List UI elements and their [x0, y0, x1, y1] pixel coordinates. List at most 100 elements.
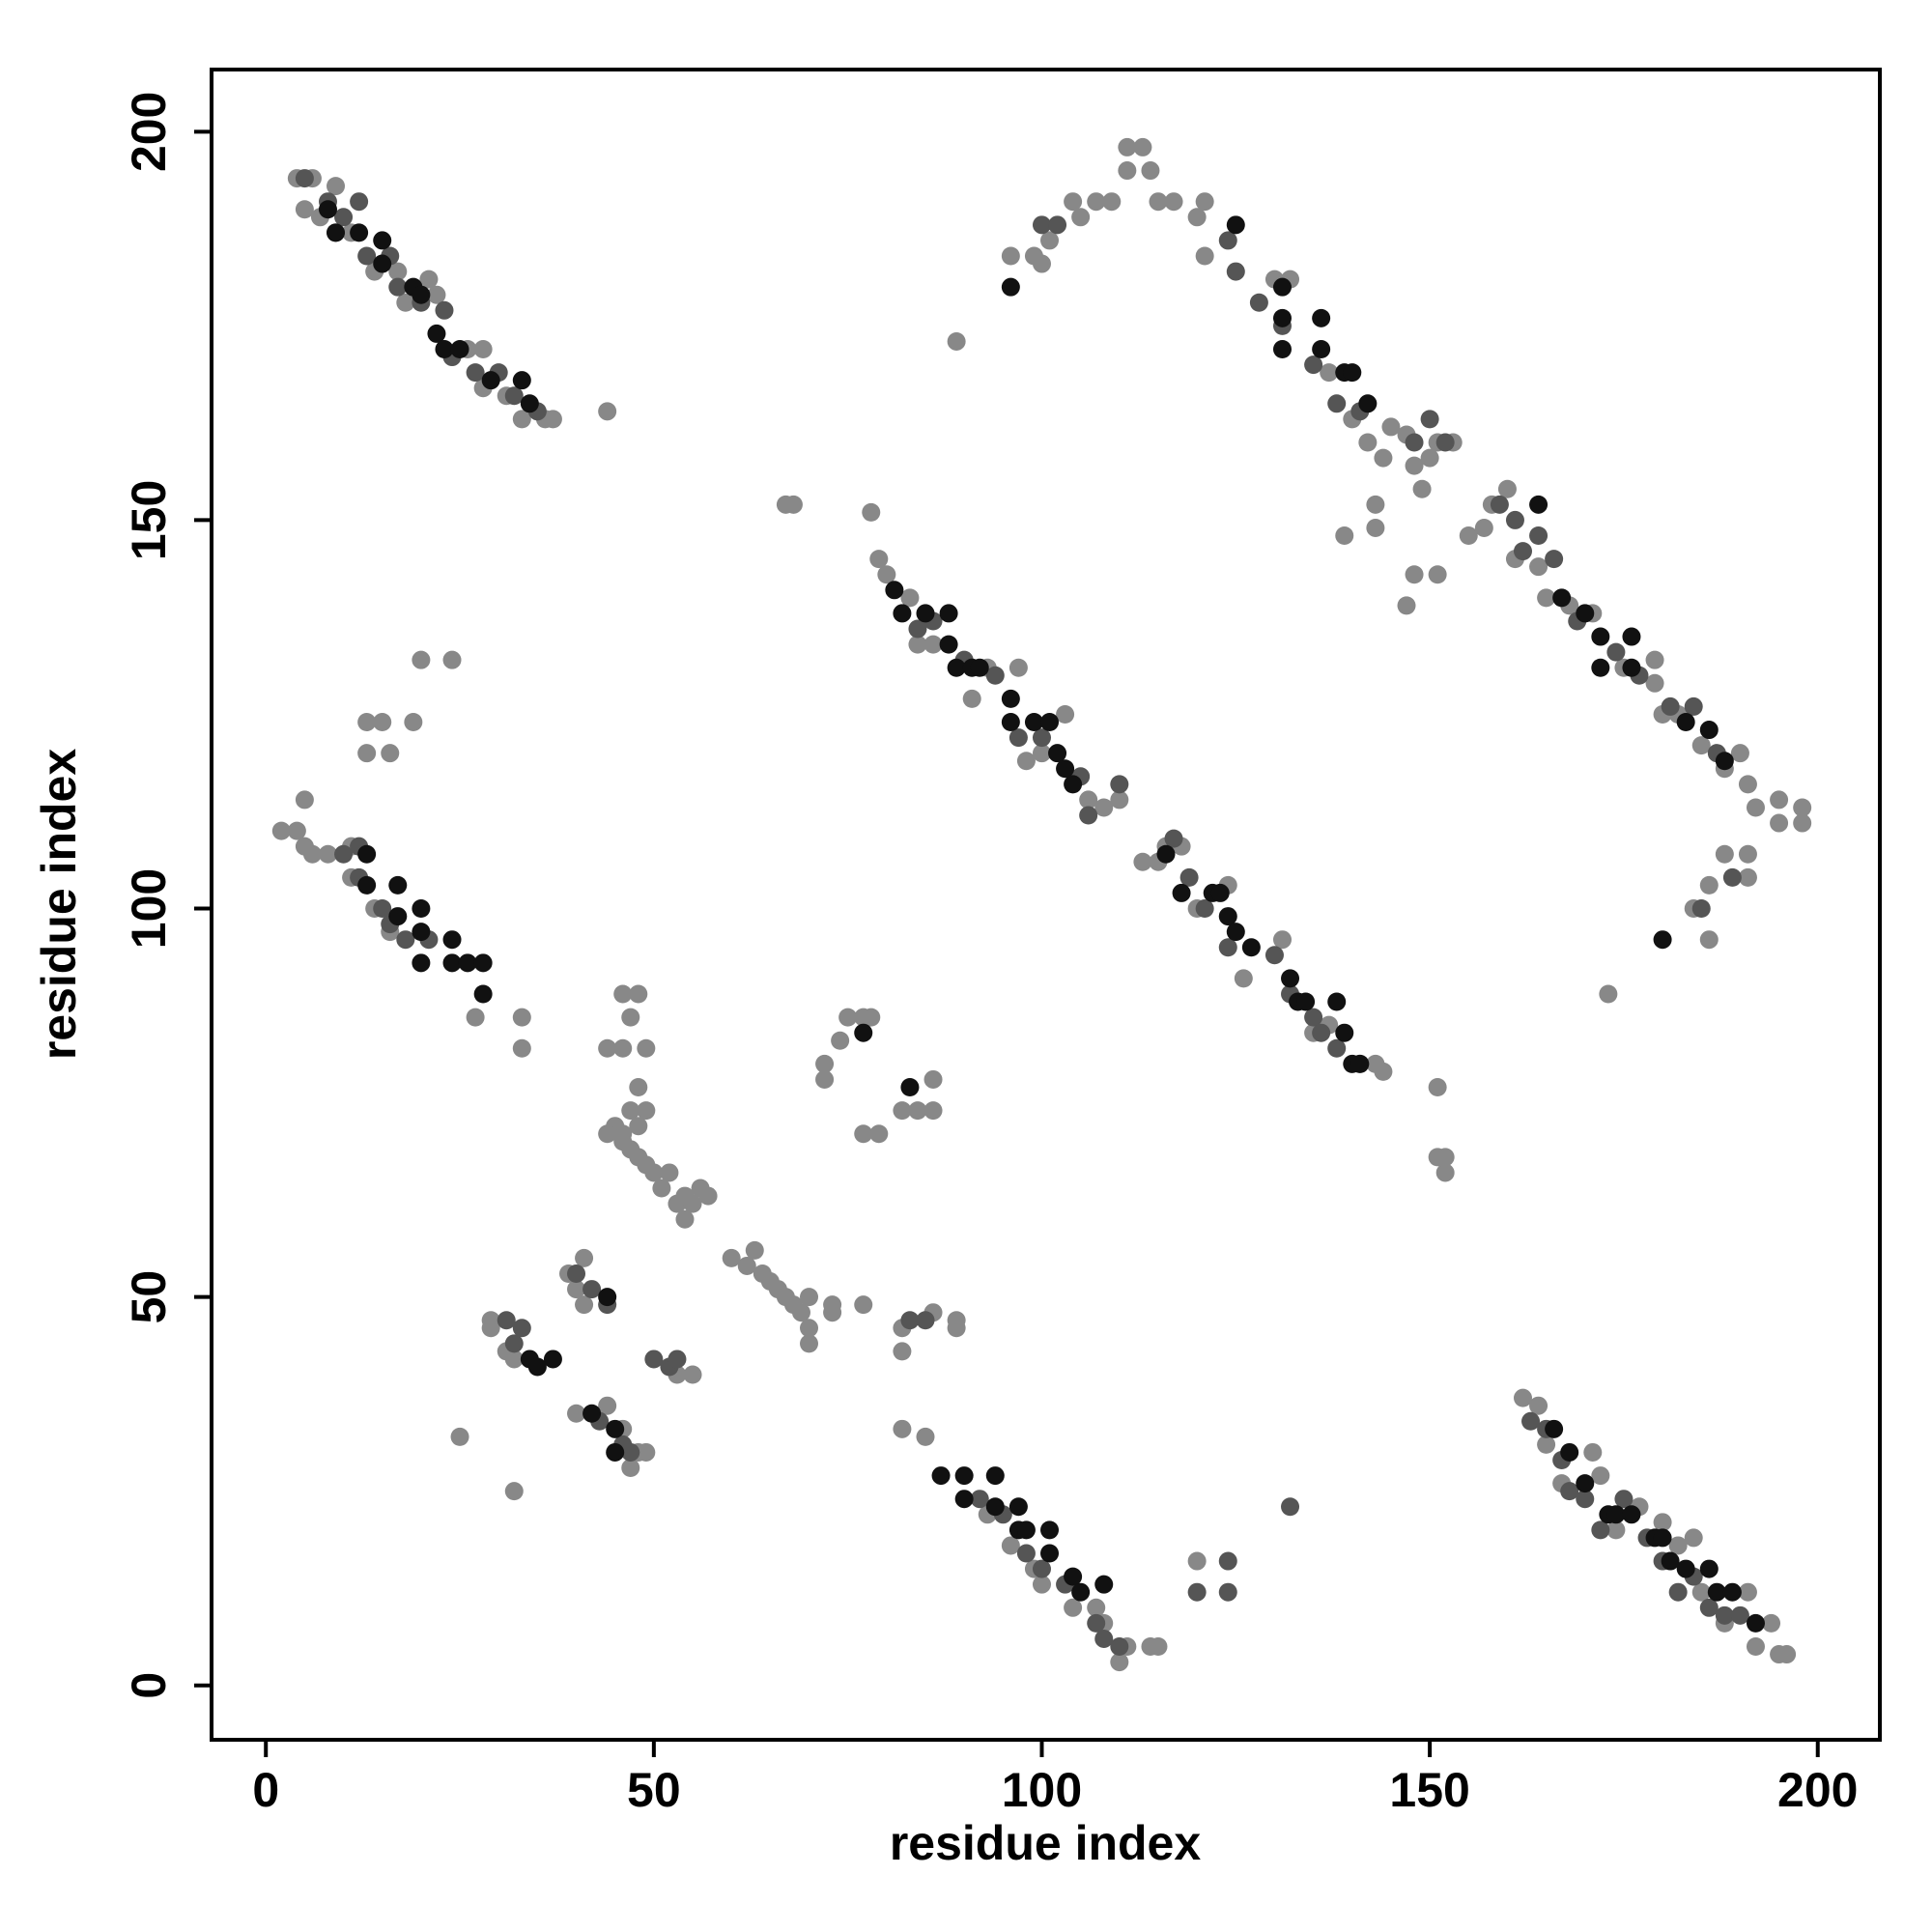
point — [1087, 192, 1106, 212]
point — [543, 1350, 562, 1369]
point — [683, 1194, 702, 1213]
point — [1707, 1582, 1726, 1602]
point — [1226, 262, 1245, 281]
point — [737, 1256, 756, 1275]
point — [854, 1124, 873, 1144]
point — [1505, 510, 1524, 529]
point — [1241, 938, 1261, 957]
point — [1358, 394, 1378, 413]
point — [954, 1466, 974, 1486]
point — [962, 689, 981, 708]
point — [629, 1117, 648, 1136]
point — [1149, 1636, 1168, 1656]
point — [1560, 1482, 1579, 1501]
point — [419, 270, 439, 289]
point — [1676, 1559, 1695, 1578]
point — [947, 331, 966, 351]
point — [1272, 308, 1292, 327]
point — [357, 875, 377, 895]
point — [1064, 192, 1083, 212]
point — [1366, 518, 1385, 537]
point — [334, 208, 354, 227]
point — [1234, 969, 1253, 988]
point — [1606, 1505, 1626, 1524]
point — [481, 1311, 500, 1330]
point — [1738, 867, 1757, 887]
point — [931, 1466, 951, 1486]
point — [442, 953, 462, 973]
point — [1614, 1490, 1634, 1509]
point — [388, 907, 408, 926]
point — [1218, 231, 1237, 250]
point — [637, 1442, 656, 1462]
point — [543, 410, 562, 429]
point — [1064, 775, 1083, 794]
point — [1094, 798, 1114, 817]
point — [1079, 806, 1098, 825]
point — [893, 1419, 912, 1438]
point — [582, 1280, 602, 1299]
point — [1110, 790, 1129, 810]
point — [1327, 992, 1347, 1011]
point — [598, 402, 617, 421]
point — [613, 1038, 633, 1058]
point — [1420, 448, 1439, 468]
point — [567, 1404, 586, 1423]
point — [1179, 867, 1199, 887]
point — [582, 1404, 602, 1423]
point — [838, 1008, 858, 1027]
point — [1149, 192, 1168, 212]
point — [1366, 495, 1385, 514]
point — [1668, 1536, 1688, 1555]
point — [435, 340, 454, 359]
point — [1529, 526, 1548, 546]
point — [1064, 1598, 1083, 1617]
point — [1210, 883, 1230, 902]
point — [854, 1023, 873, 1042]
point — [869, 550, 889, 569]
point — [908, 635, 927, 654]
point — [1576, 604, 1595, 623]
point — [1040, 231, 1060, 250]
point — [652, 1179, 671, 1198]
point — [287, 821, 306, 840]
point — [660, 1163, 679, 1182]
point — [900, 588, 920, 608]
point — [1591, 1520, 1610, 1540]
point — [1777, 1645, 1797, 1664]
point — [1024, 713, 1043, 732]
point — [1118, 161, 1137, 181]
point — [1048, 744, 1067, 763]
point — [1645, 673, 1664, 693]
point — [1381, 417, 1401, 437]
point — [302, 844, 322, 864]
point — [900, 1077, 920, 1096]
point — [1272, 277, 1292, 297]
point — [1591, 658, 1610, 677]
point — [621, 1101, 640, 1121]
point — [295, 200, 314, 219]
point — [318, 844, 337, 864]
point — [1793, 813, 1812, 833]
point — [1653, 1513, 1672, 1532]
point — [1264, 946, 1284, 965]
point — [357, 246, 377, 266]
point — [1312, 308, 1331, 327]
point — [1514, 1388, 1533, 1407]
point — [923, 1101, 943, 1121]
point — [1374, 1062, 1393, 1081]
point — [1374, 448, 1393, 468]
point — [1009, 728, 1028, 748]
point — [1746, 1613, 1765, 1633]
point — [373, 254, 392, 273]
point — [1653, 1528, 1672, 1548]
point — [1622, 658, 1641, 677]
point — [1746, 1636, 1765, 1656]
point — [1397, 596, 1416, 615]
point — [1474, 518, 1493, 537]
point — [815, 1054, 835, 1073]
point — [893, 1342, 912, 1361]
point — [1272, 340, 1292, 359]
point — [1691, 899, 1711, 919]
point — [1420, 410, 1439, 429]
